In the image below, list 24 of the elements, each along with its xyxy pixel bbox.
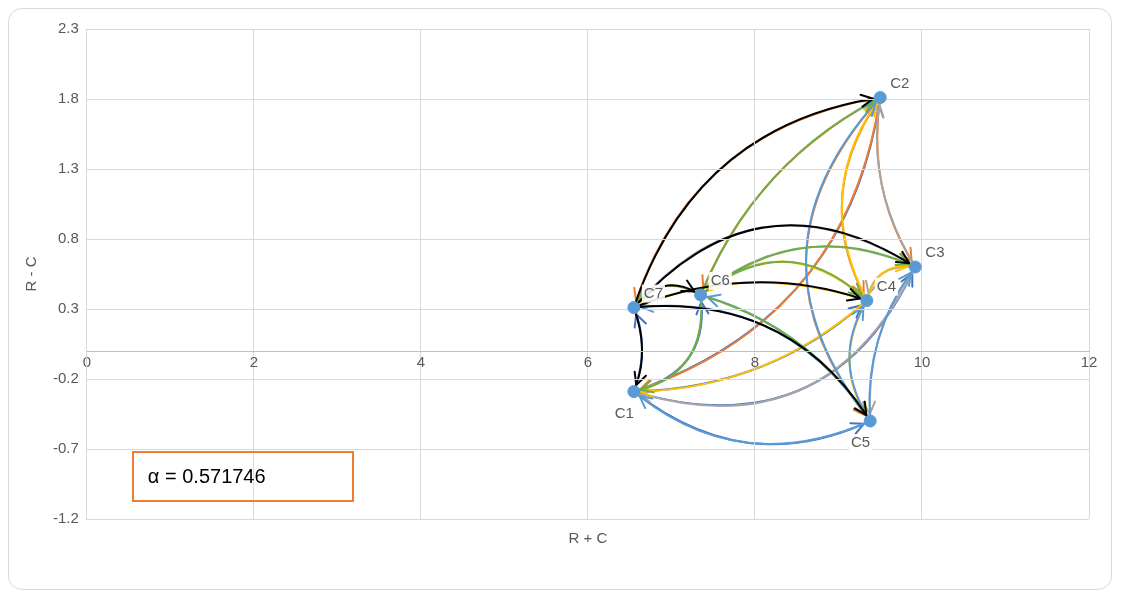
- x-tick-label: 10: [913, 353, 931, 371]
- x-tick-label: 8: [750, 353, 760, 371]
- y-tick-label: -0.2: [52, 369, 79, 387]
- series-label: C3: [925, 243, 945, 261]
- series-label: C6: [710, 271, 730, 289]
- x-tick-label: 6: [583, 353, 593, 371]
- x-tick-label: 2: [249, 353, 259, 371]
- series-label: C7: [643, 283, 664, 301]
- series-label: C5: [851, 433, 871, 451]
- y-tick-label: -1.2: [52, 509, 79, 527]
- y-axis-title: R - C: [22, 256, 40, 292]
- y-tick-label: 1.8: [57, 89, 79, 107]
- series-label: C2: [890, 73, 910, 91]
- y-tick-label: 2.3: [57, 19, 79, 37]
- series-label: C4: [876, 276, 897, 294]
- y-tick-label: 0.3: [57, 299, 79, 317]
- y-tick-label: 0.8: [57, 229, 79, 247]
- x-tick-label: 12: [1080, 353, 1098, 371]
- y-tick-label: 1.3: [57, 159, 79, 177]
- x-tick-label: 4: [416, 353, 426, 371]
- series-label: C1: [614, 403, 634, 421]
- annotation: α = 0.571746: [131, 451, 354, 502]
- x-axis-title: R + C: [567, 529, 609, 546]
- y-tick-label: -0.7: [52, 439, 79, 457]
